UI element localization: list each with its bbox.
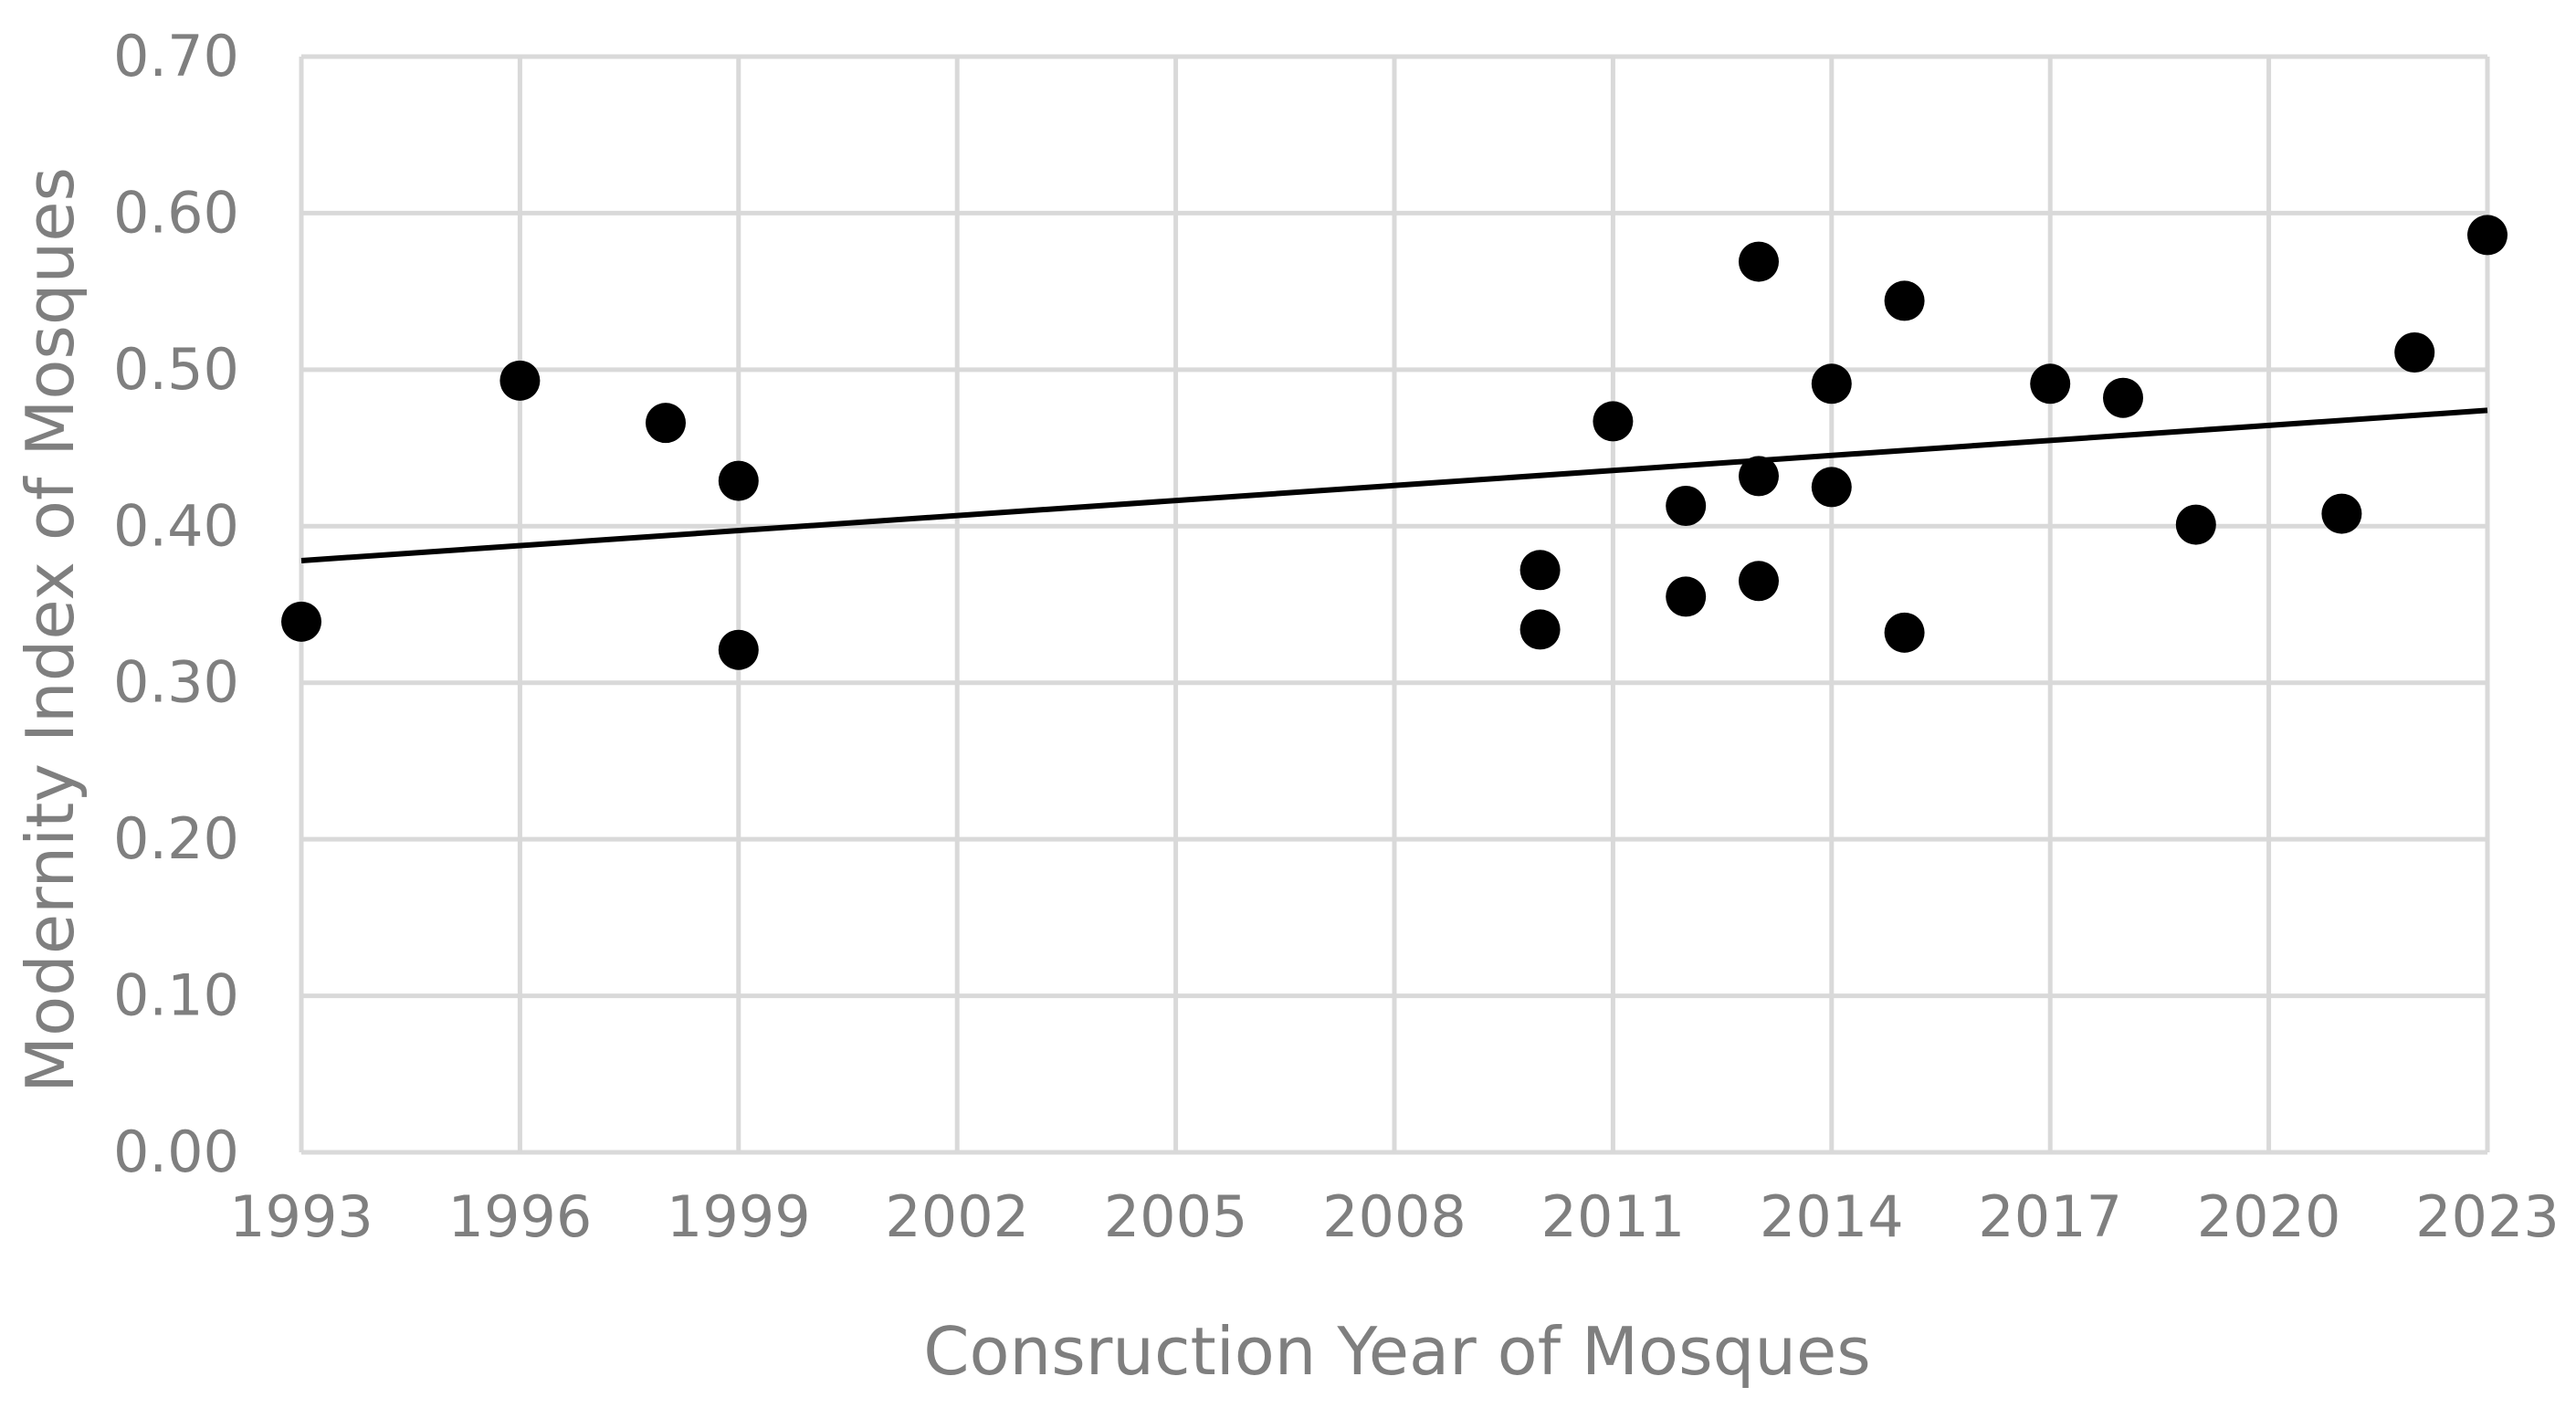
trendline-layer <box>300 407 2488 563</box>
data-point <box>718 460 759 501</box>
y-tick-label: 0.70 <box>113 23 239 89</box>
x-tick-label: 2023 <box>2415 1183 2560 1250</box>
x-tick-label: 2008 <box>1322 1183 1467 1250</box>
trendline <box>300 407 2488 563</box>
y-tick-label: 0.10 <box>113 962 239 1029</box>
x-tick-label: 2011 <box>1541 1183 1686 1250</box>
data-point <box>1666 486 1707 526</box>
y-axis-tick-labels: 0.00 0.10 0.20 0.30 0.40 0.50 0.60 0.70 <box>113 23 239 1185</box>
x-axis-title: Consruction Year of Mosques <box>923 1313 1871 1390</box>
x-tick-label: 1999 <box>667 1183 811 1250</box>
x-tick-label: 1996 <box>448 1183 593 1250</box>
data-point <box>1811 467 1852 508</box>
data-point <box>1519 550 1561 591</box>
x-axis-tick-labels: 1993 1996 1999 2002 2005 2008 2011 2014 2017 2020… <box>229 1183 2560 1250</box>
data-point <box>1519 609 1561 650</box>
data-point <box>499 360 541 401</box>
data-point <box>1739 456 1779 497</box>
data-point <box>1666 576 1707 617</box>
data-point <box>2467 215 2508 256</box>
data-point <box>2394 332 2435 373</box>
data-point <box>718 629 759 670</box>
data-point <box>2103 377 2143 418</box>
gridlines <box>299 54 2490 1155</box>
y-tick-label: 0.00 <box>113 1119 239 1185</box>
data-points <box>281 215 2508 670</box>
y-tick-label: 0.30 <box>113 649 239 716</box>
y-tick-label: 0.20 <box>113 805 239 872</box>
x-tick-label: 2020 <box>2197 1183 2341 1250</box>
x-tick-label: 1993 <box>229 1183 373 1250</box>
data-point <box>1593 401 1634 442</box>
data-point <box>1811 363 1852 405</box>
x-tick-label: 2014 <box>1760 1183 1904 1250</box>
x-tick-label: 2017 <box>1978 1183 2122 1250</box>
data-point <box>646 403 686 444</box>
x-tick-label: 2005 <box>1104 1183 1248 1250</box>
x-tick-label: 2002 <box>885 1183 1029 1250</box>
data-point <box>281 601 321 642</box>
data-point <box>1739 241 1779 282</box>
data-point <box>2175 504 2216 545</box>
data-point <box>2030 363 2071 405</box>
y-tick-label: 0.60 <box>113 179 239 246</box>
data-point <box>1739 561 1779 602</box>
data-point <box>1884 280 1925 321</box>
data-point <box>1884 612 1925 653</box>
y-tick-label: 0.40 <box>113 492 239 559</box>
y-tick-label: 0.50 <box>113 336 239 403</box>
y-axis-title: Modernity Index of Mosques <box>12 167 89 1093</box>
data-point <box>2321 493 2362 534</box>
